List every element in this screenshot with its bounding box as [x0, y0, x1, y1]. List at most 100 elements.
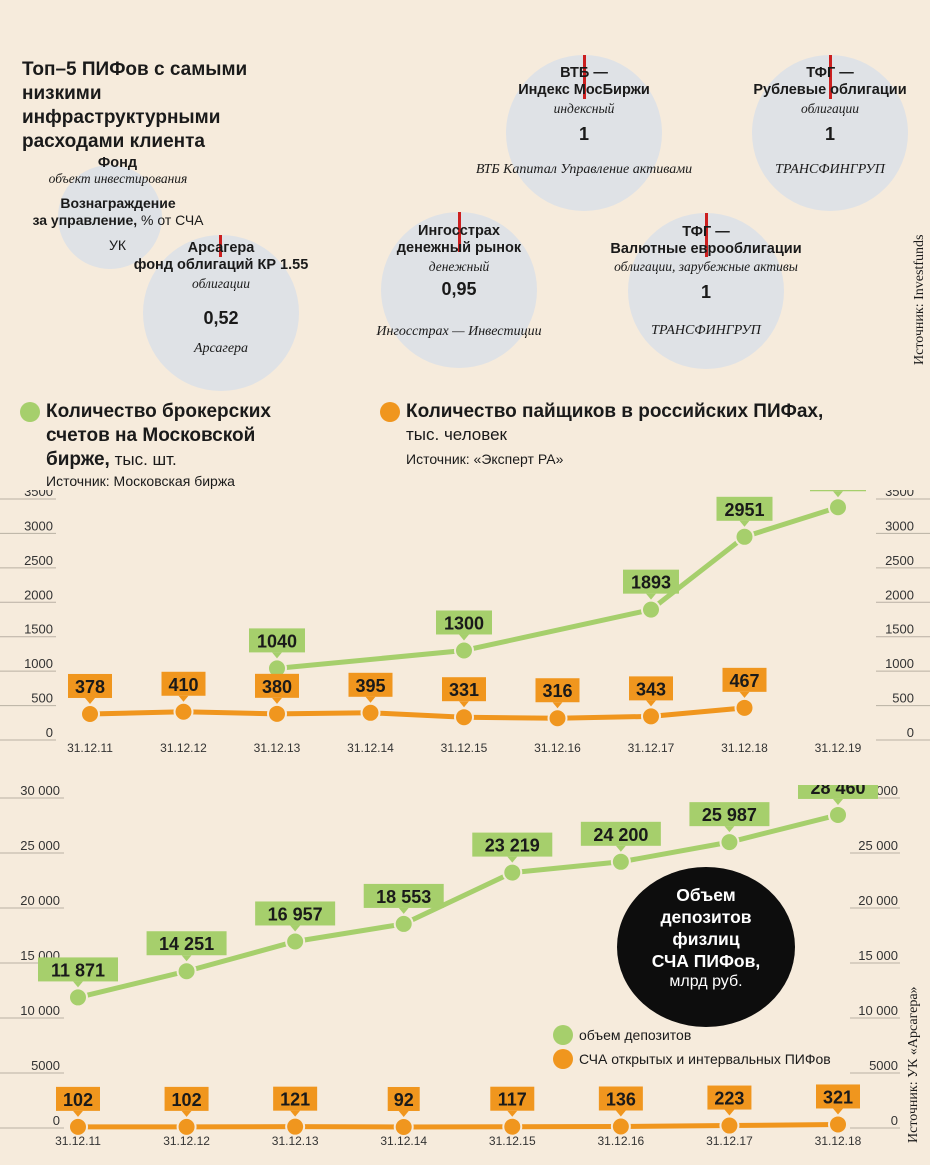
data-label-box-orange — [629, 676, 673, 701]
data-label-pointer-orange — [73, 1110, 83, 1117]
data-label-pointer-green — [739, 520, 750, 527]
data-label-box-orange — [535, 678, 580, 703]
data-point-orange — [176, 1116, 197, 1137]
data-label-box-orange — [161, 671, 206, 696]
series-line-green — [274, 504, 841, 671]
fund-uk-ingos: Ингосстрах — Инвестиции — [376, 324, 542, 339]
data-label-pointer-orange — [398, 1110, 409, 1117]
fund-object-tfg-rub: облигации — [801, 101, 859, 116]
data-label-box-green — [38, 957, 118, 982]
data-label-orange: 410 — [168, 675, 198, 695]
data-label-pointer-orange — [739, 691, 750, 698]
y-tick-label-right: 10 000 — [858, 1003, 898, 1018]
legend-object-label: объект инвестирования — [48, 171, 188, 186]
chart2-source: Источник: УК «Арсагера» — [906, 986, 921, 1143]
data-label-green: 2951 — [724, 500, 764, 520]
data-label-pointer-green — [272, 652, 282, 659]
y-tick-label-left: 2000 — [24, 587, 53, 602]
legend-uk-label: УК — [108, 237, 127, 253]
fund-fee-ingos: 0,95 — [441, 279, 477, 299]
data-point-green — [828, 497, 848, 518]
legend-circle — [58, 165, 162, 269]
data-label-pointer-green — [833, 798, 843, 805]
fund-uk-tfg-eur: ТРАНСФИНГРУП — [651, 323, 761, 338]
data-point-green — [454, 640, 474, 661]
data-label-box-green — [146, 931, 227, 956]
chart1-orange-source: Источник: «Эксперт РА» — [406, 451, 564, 467]
data-label-orange: 223 — [714, 1089, 744, 1109]
top5-title: Топ–5 ПИФов с самыми низкими инфраструкт… — [22, 59, 248, 152]
data-label-box-orange — [816, 1084, 860, 1109]
fund-uk-tfg-rub: ТРАНСФИНГРУП — [775, 162, 885, 177]
data-label-orange: 121 — [280, 1090, 310, 1110]
data-point-green — [502, 862, 523, 883]
x-tick-label: 31.12.14 — [347, 741, 394, 755]
data-label-orange: 136 — [606, 1090, 636, 1110]
data-label-pointer-orange — [646, 700, 656, 707]
data-point-orange — [454, 707, 474, 728]
fund-fee-vtb: 1 — [578, 124, 589, 144]
chart1-orange-unit: тыс. человек — [406, 425, 507, 444]
data-label-pointer-orange — [181, 1110, 192, 1117]
y-tick-label-right: 20 000 — [858, 893, 898, 908]
legend-fund-label: Фонд — [97, 155, 138, 171]
legend-dot-orange — [380, 402, 400, 422]
x-tick-label: 31.12.16 — [534, 741, 581, 755]
data-label-box-orange — [164, 1086, 209, 1111]
data-label-box-green — [472, 832, 553, 857]
chart1-green-title: Количество брокерских счетов на Московск… — [46, 401, 271, 470]
data-label-pointer-green — [181, 955, 192, 962]
fee-bar-tfg-eur — [705, 213, 708, 257]
data-label-orange: 395 — [355, 676, 385, 696]
data-label-green: 16 957 — [268, 904, 323, 924]
data-point-orange — [734, 697, 755, 718]
y-tick-label-right: 3500 — [885, 490, 914, 499]
data-label-box-orange — [442, 677, 486, 702]
data-point-orange — [828, 1114, 848, 1135]
data-label-green: 18 553 — [376, 887, 431, 907]
data-label-pointer-green — [459, 634, 469, 641]
data-label-box-orange — [68, 673, 112, 698]
fund-fee-arsagera: 0,52 — [203, 308, 239, 328]
data-label-pointer-green — [646, 593, 656, 600]
x-tick-label: 31.12.18 — [721, 741, 768, 755]
data-point-orange — [719, 1115, 740, 1136]
fund-name-tfg-rub: ТФГ — Рублевые облигации — [753, 65, 907, 98]
fee-bar-tfg-rub — [829, 55, 832, 99]
y-tick-label-left: 0 — [53, 1113, 60, 1128]
data-label-green: 14 251 — [159, 934, 214, 954]
data-label-orange: 316 — [542, 681, 572, 701]
y-tick-label-right: 1500 — [885, 622, 914, 637]
data-point-orange — [267, 703, 287, 724]
x-tick-label: 31.12.17 — [628, 741, 675, 755]
fund-name-vtb: ВТБ — Индекс МосБиржи — [518, 65, 650, 98]
data-point-green — [176, 961, 197, 982]
y-tick-label-left: 0 — [46, 725, 53, 740]
y-tick-label-left: 2500 — [24, 553, 53, 568]
data-label-pointer-orange — [290, 1110, 301, 1117]
y-tick-label-right: 2000 — [885, 587, 914, 602]
y-tick-label-left: 30 000 — [20, 785, 60, 798]
fund-name-arsagera: Арсагера фонд облигаций КР 1.55 — [133, 240, 309, 273]
fund-object-vtb: индексный — [553, 101, 615, 116]
data-label-orange: 378 — [75, 677, 105, 697]
data-label-box-green — [255, 901, 336, 926]
x-tick-label: 31.12.17 — [706, 1134, 753, 1148]
legend-fee-label: Вознаграждение за управление, % от СЧА — [32, 195, 204, 228]
data-label-box-orange — [490, 1086, 535, 1111]
data-point-green — [641, 599, 661, 620]
top5-source: Источник: Investfunds — [912, 234, 927, 365]
data-label-box-green — [436, 610, 492, 635]
x-tick-label: 31.12.13 — [272, 1134, 319, 1148]
x-tick-label: 31.12.15 — [489, 1134, 536, 1148]
data-label-green: 23 219 — [485, 836, 540, 856]
data-label-box-green — [810, 490, 866, 492]
y-tick-label-right: 500 — [892, 691, 914, 706]
data-label-box-green — [798, 785, 878, 799]
series-line-orange — [75, 1121, 841, 1130]
data-label-orange: 92 — [394, 1090, 414, 1110]
data-point-green — [393, 913, 414, 934]
data-label-pointer-green — [833, 491, 843, 498]
data-label-box-orange — [707, 1085, 752, 1110]
data-point-orange — [547, 708, 568, 729]
